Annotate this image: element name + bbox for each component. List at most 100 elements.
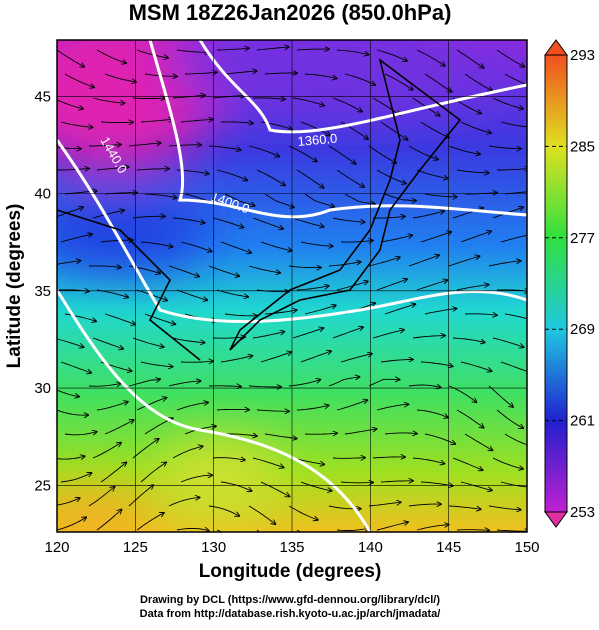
streamline <box>300 241 333 246</box>
streamline <box>456 285 489 291</box>
streamline <box>212 217 244 228</box>
streamline <box>420 121 449 138</box>
colorbar-label: 261 <box>570 413 595 430</box>
streamline <box>88 487 115 507</box>
streamline <box>376 279 407 291</box>
streamline <box>420 232 451 243</box>
streamline <box>57 207 83 218</box>
x-tick-label: 130 <box>201 539 226 556</box>
streamline <box>128 485 153 507</box>
streamline <box>172 217 205 223</box>
streamline <box>504 73 527 86</box>
streamline <box>64 313 96 321</box>
streamline <box>260 481 290 497</box>
streamline <box>292 217 324 227</box>
streamline <box>452 337 485 342</box>
streamline <box>504 313 527 320</box>
streamline <box>304 73 337 78</box>
y-tick-label: 45 <box>34 88 51 105</box>
streamline <box>260 241 292 251</box>
streamline <box>288 145 317 162</box>
streamline <box>424 193 457 197</box>
x-tick-label: 120 <box>44 539 69 556</box>
streamline <box>344 193 375 204</box>
streamline <box>384 73 413 90</box>
streamline <box>248 145 279 157</box>
streamline <box>296 286 329 291</box>
streamline <box>412 211 444 219</box>
streamline <box>57 49 84 67</box>
streamline <box>132 337 164 347</box>
streamline <box>464 314 497 315</box>
streamline <box>132 439 159 459</box>
streamline <box>488 385 513 407</box>
streamline <box>57 517 86 531</box>
plot-frame <box>56 39 528 533</box>
streamline <box>336 400 367 411</box>
streamline <box>332 97 362 112</box>
y-tick-label: 35 <box>34 283 51 300</box>
field <box>57 40 527 532</box>
streamline <box>336 49 369 55</box>
streamline <box>416 169 448 178</box>
streamline <box>208 145 241 150</box>
streamline <box>176 528 209 530</box>
streamline <box>448 505 481 509</box>
streamline <box>256 169 285 186</box>
streamline <box>464 73 492 91</box>
x-tick-label: 150 <box>514 539 539 556</box>
streamline <box>412 457 444 464</box>
streamline <box>420 361 453 366</box>
streamline <box>264 193 294 207</box>
streamline <box>496 49 524 67</box>
streamline <box>252 457 284 468</box>
streamline <box>488 261 521 267</box>
x-tick-label: 125 <box>123 539 148 556</box>
streamline <box>264 310 297 315</box>
streamline <box>304 193 334 207</box>
streamline <box>64 73 94 87</box>
streamline <box>296 405 329 411</box>
streamline <box>248 386 281 387</box>
streamline <box>216 409 249 410</box>
streamline <box>136 513 164 531</box>
x-tick-label: 135 <box>279 539 304 556</box>
streamline <box>452 457 483 470</box>
streamline <box>380 121 408 140</box>
streamline <box>264 73 297 74</box>
streamline <box>292 97 324 106</box>
streamline <box>176 402 208 411</box>
streamline <box>88 266 121 268</box>
footer: Data from http://database.rish.kyoto-u.a… <box>140 608 441 620</box>
streamline <box>100 122 133 123</box>
streamline <box>464 433 493 450</box>
streamline <box>168 265 199 277</box>
streamline <box>332 217 365 222</box>
streamline <box>328 145 356 164</box>
streamline <box>288 505 318 520</box>
streamline <box>384 193 416 201</box>
streamline <box>92 97 125 103</box>
streamline <box>176 289 207 300</box>
streamline <box>104 420 134 435</box>
streamline <box>372 97 400 115</box>
streamline <box>57 99 83 109</box>
streamline <box>384 304 415 315</box>
streamline <box>216 289 248 297</box>
streamline <box>448 145 480 154</box>
streamline <box>212 337 245 338</box>
streamline <box>252 98 285 99</box>
streamline <box>256 529 261 532</box>
x-tick-label: 140 <box>358 539 383 556</box>
streamline <box>60 473 92 483</box>
streamline <box>416 49 445 66</box>
streamline <box>140 361 173 367</box>
streamline <box>57 146 81 149</box>
streamline <box>216 48 249 50</box>
streamline <box>336 528 369 530</box>
streamline <box>92 443 121 459</box>
streamline <box>424 309 457 315</box>
streamline <box>212 458 245 461</box>
streamline <box>184 72 217 74</box>
